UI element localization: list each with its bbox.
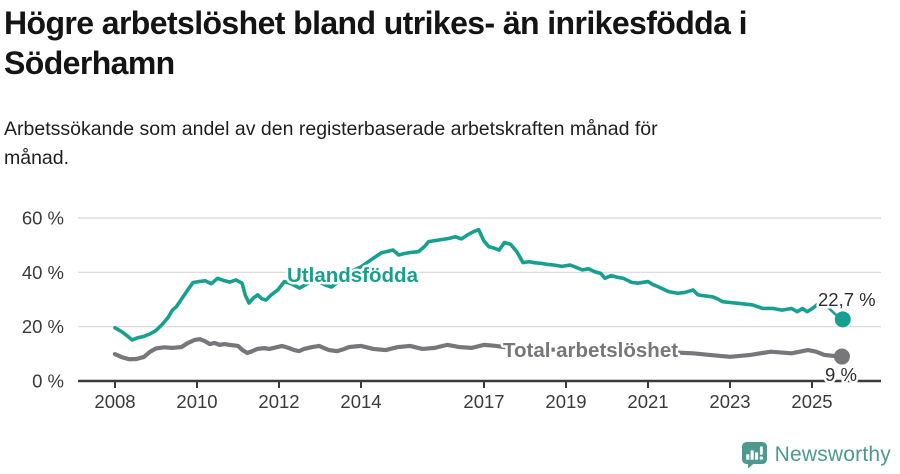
x-tick-label: 2021	[627, 391, 668, 412]
series-line-total-arbetsl-shet	[112, 337, 845, 362]
series-label: Utlandsfödda	[287, 264, 419, 287]
series-end-dot	[834, 311, 851, 328]
x-tick-label: 2017	[463, 391, 504, 412]
x-tick-label: 2012	[258, 391, 299, 412]
logo-exclamation-bar	[759, 446, 763, 455]
logo-bar-1	[745, 454, 749, 460]
logo-exclamation-dot	[759, 456, 763, 460]
newsworthy-logo-icon	[741, 442, 767, 469]
x-tick-label: 2019	[545, 391, 586, 412]
series-label: Total arbetslöshet	[503, 339, 678, 362]
series-end-dot	[833, 348, 850, 365]
chart-subtitle: Arbetssökande som andel av den registerb…	[4, 118, 658, 170]
logo-bar-3	[754, 452, 758, 460]
logo-bar-2	[750, 450, 754, 460]
y-tick-label: 60 %	[22, 207, 64, 228]
page-title: Högre arbetslöshet bland utrikes- än inr…	[4, 5, 748, 81]
brand-name: Newsworthy	[774, 443, 891, 466]
end-value-annotation: 9 %	[825, 364, 857, 385]
x-tick-label: 2010	[176, 391, 217, 412]
y-tick-label: 20 %	[22, 316, 64, 337]
y-tick-label: 40 %	[22, 262, 64, 283]
x-tick-label: 2014	[340, 391, 381, 412]
y-tick-label: 0 %	[32, 371, 64, 392]
x-tick-label: 2025	[791, 391, 832, 412]
brand-footer: Newsworthy	[741, 441, 891, 469]
series-line-utlandsf-dda	[113, 227, 825, 342]
x-tick-label: 2023	[709, 391, 750, 412]
x-tick-label: 2008	[94, 391, 135, 412]
end-value-annotation: 22,7 %	[818, 289, 876, 310]
